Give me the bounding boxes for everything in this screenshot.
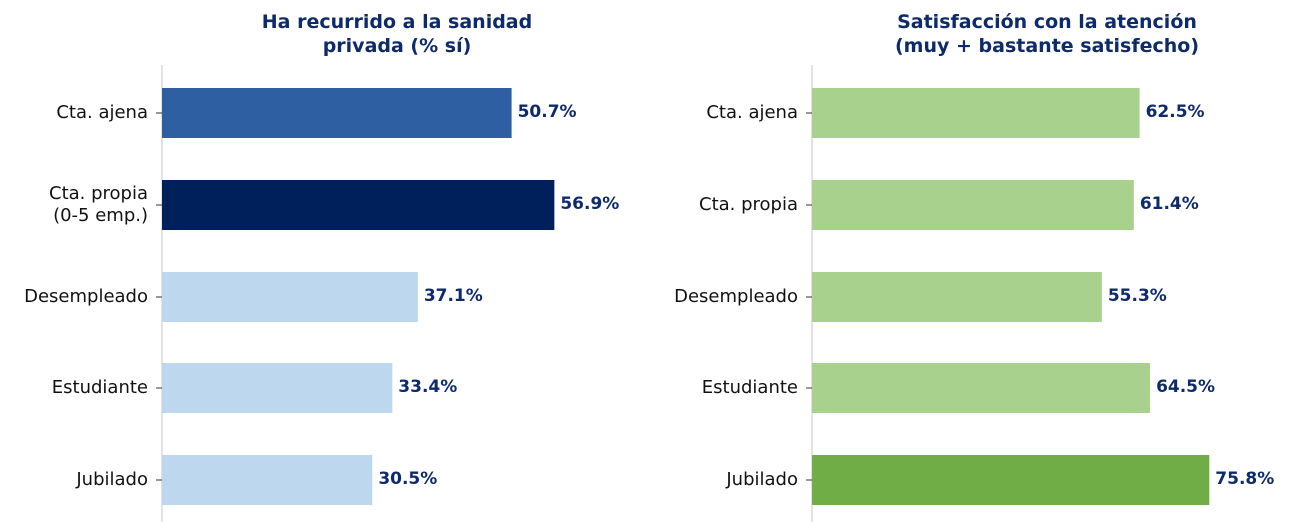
value-label: 30.5% xyxy=(378,469,437,489)
bar xyxy=(812,455,1210,505)
value-label: 75.8% xyxy=(1215,469,1274,489)
bar xyxy=(162,180,555,230)
bar xyxy=(812,272,1102,322)
bar xyxy=(812,363,1151,413)
value-label: 33.4% xyxy=(398,377,457,397)
y-tick-label: Jubilado xyxy=(725,469,798,490)
bar xyxy=(162,363,393,413)
value-label: 50.7% xyxy=(518,102,577,122)
value-label: 64.5% xyxy=(1156,377,1215,397)
y-tick-label: Cta. ajena xyxy=(56,102,148,123)
y-tick-label: Estudiante xyxy=(52,377,148,398)
y-tick-label: Desempleado xyxy=(674,286,798,307)
chart-title: Satisfacción con la atención (muy + basta… xyxy=(895,11,1199,57)
value-label: 55.3% xyxy=(1108,286,1167,306)
value-label: 56.9% xyxy=(560,194,619,214)
y-tick-label: Estudiante xyxy=(702,377,798,398)
y-tick-label: Jubilado xyxy=(75,469,148,490)
chart-title: Ha recurrido a la sanidad privada (% sí) xyxy=(262,11,532,57)
bar xyxy=(812,180,1134,230)
bar xyxy=(162,272,418,322)
y-tick-label: Cta. propia xyxy=(699,194,798,215)
value-label: 62.5% xyxy=(1146,102,1205,122)
value-label: 61.4% xyxy=(1140,194,1199,214)
bar xyxy=(812,88,1140,138)
y-tick-label: Cta. ajena xyxy=(706,102,798,123)
value-label: 37.1% xyxy=(424,286,483,306)
y-tick-label: Desempleado xyxy=(24,286,148,307)
bar xyxy=(162,88,512,138)
bar xyxy=(162,455,373,505)
y-tick-label: Cta. propia (0-5 emp.) xyxy=(49,183,148,226)
